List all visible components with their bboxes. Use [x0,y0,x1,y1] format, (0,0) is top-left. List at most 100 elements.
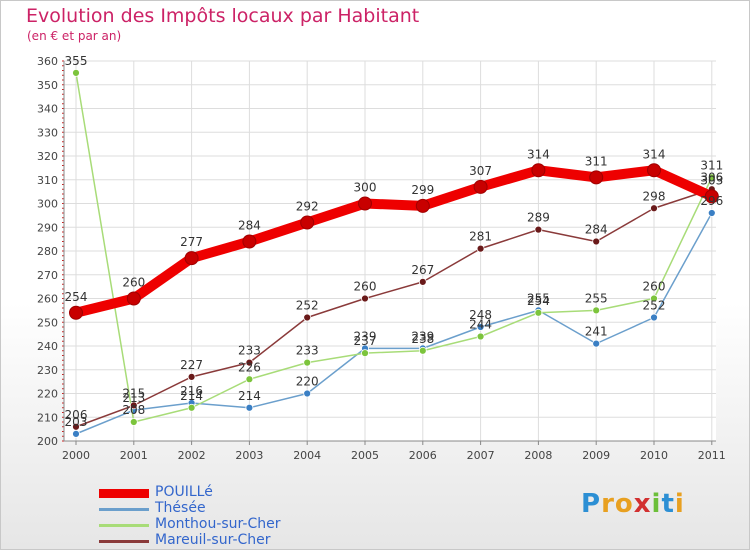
data-label: 248 [469,308,492,322]
data-point [592,306,601,315]
logo-letter: x [633,489,652,519]
logo-letter: t [661,489,675,519]
y-tick-label: 220 [37,388,58,401]
data-point [242,234,257,249]
data-label: 311 [700,158,723,172]
x-tick-label: 2009 [582,449,610,462]
data-label: 213 [122,391,145,405]
data-point [126,291,141,306]
data-label: 244 [469,318,492,332]
data-point [476,332,485,341]
data-label: 306 [700,170,723,184]
legend-label: Mareuil-sur-Cher [155,532,271,548]
series-line-0 [71,165,717,318]
chart-title: Evolution des Impôts locaux par Habitant [26,5,420,27]
data-point [303,313,312,322]
y-tick-label: 290 [37,221,58,234]
data-point [650,204,658,213]
legend-label: POUILLé [155,484,213,500]
logo-letter: i [674,489,685,519]
data-point [473,179,488,194]
data-label: 260 [122,276,145,290]
data-label: 238 [411,332,434,346]
y-tick-label: 350 [37,79,58,92]
y-tick-label: 270 [37,269,58,282]
proxiti-logo: Proxiti [581,489,685,519]
data-point [647,163,661,178]
logo-letter: r [601,489,615,519]
data-point [72,68,80,77]
data-label: 252 [643,299,666,313]
x-tick-label: 2006 [409,449,437,462]
data-label: 239 [354,329,377,343]
data-point [187,403,196,412]
legend-label: Thésée [155,500,206,516]
data-label: 214 [180,389,203,403]
y-tick-label: 260 [37,293,58,306]
data-point [707,173,716,182]
x-tick-label: 2001 [120,449,148,462]
data-label: 314 [527,147,550,161]
data-point [650,294,658,303]
x-tick-label: 2004 [293,449,321,462]
chart-legend: POUILLé Thésée Monthou-sur-Cher Mareuil-sur… [99,484,359,549]
x-tick-label: 2002 [178,449,206,462]
series-line-2 [75,72,713,423]
data-label: 220 [296,375,319,389]
data-label: 260 [354,280,377,294]
legend-swatch [99,540,149,543]
legend-swatch [99,524,149,527]
y-tick-label: 320 [37,150,58,163]
data-point [245,403,254,412]
data-label: 241 [585,325,608,339]
data-point [650,313,658,322]
data-label: 239 [411,329,434,343]
data-point [69,305,83,320]
logo-letter: o [614,489,634,519]
data-point [592,339,601,348]
data-label: 289 [527,211,550,225]
data-label: 206 [65,408,88,422]
data-label: 267 [411,263,434,277]
x-tick-label: 2008 [524,449,552,462]
data-point [245,358,254,367]
data-point [361,349,369,358]
legend-item: Mareuil-sur-Cher [99,532,359,549]
data-label: 233 [238,344,261,358]
data-label: 284 [585,223,608,237]
legend-swatch [99,508,149,511]
legend-item: POUILLé [99,484,359,501]
data-point [358,196,372,211]
data-label: 314 [643,147,666,161]
x-tick-label: 2007 [467,449,495,462]
data-label: 277 [180,235,203,249]
data-label: 284 [238,219,261,233]
data-point [476,244,485,253]
y-tick-label: 280 [37,245,58,258]
data-label: 214 [238,389,261,403]
data-point [303,389,312,398]
data-label: 215 [122,386,145,400]
data-point [418,277,427,286]
series-line-3 [75,188,713,428]
y-tick-label: 200 [37,435,58,448]
data-point [129,401,138,410]
legend-item: Thésée [99,500,359,517]
data-label: 300 [354,181,377,195]
data-label: 307 [469,164,492,178]
data-label: 298 [643,189,666,203]
data-label: 311 [585,154,608,168]
logo-letter: P [581,489,602,519]
data-point [534,225,543,234]
data-label: 254 [65,290,88,304]
y-tick-label: 250 [37,316,58,329]
data-label: 296 [700,194,723,208]
series-line-1 [75,212,713,435]
data-point [589,170,604,185]
data-point [187,372,196,381]
data-point [534,308,543,317]
data-point [704,189,719,204]
data-label: 355 [65,54,88,68]
